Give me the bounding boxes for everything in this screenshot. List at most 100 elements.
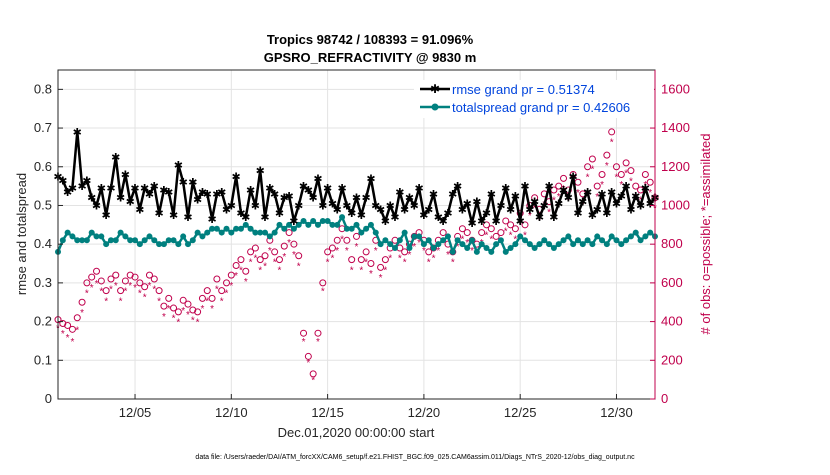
obs-possible-point [160, 302, 168, 310]
totalspread-series-point [204, 229, 211, 236]
rmse-series-point: ✱ [593, 204, 602, 216]
obs-assimilated-point: * [80, 308, 84, 319]
rmse-series-point: ✱ [607, 187, 616, 199]
obs-possible-point [285, 229, 293, 237]
totalspread-series-point [343, 225, 350, 232]
obs-assimilated-point: * [615, 172, 619, 183]
obs-possible-point [622, 159, 630, 167]
totalspread-series-point [406, 245, 413, 252]
right-axis-ticks: 0 200 400 600 800 1000 1200 1400 1600 [650, 70, 690, 406]
rmse-series-point: ✱ [87, 193, 96, 205]
obs-assimilated-point: * [268, 246, 272, 257]
obs-assimilated-point: * [61, 329, 65, 340]
rmse-series-point: ✱ [145, 189, 154, 201]
legend-spread-label: totalspread grand pr = 0.42606 [452, 100, 630, 115]
obs-assimilated-point: * [566, 196, 570, 207]
obs-assimilated-point: * [220, 296, 224, 307]
left-tick-label: 0.3 [34, 275, 52, 290]
obs-assimilated-point: * [427, 258, 431, 269]
right-tick-label: 800 [661, 236, 683, 251]
obs-assimilated-point: * [306, 358, 310, 369]
totalspread-series-point [579, 241, 586, 248]
right-tick-label: 1200 [661, 159, 690, 174]
totalspread-series-point [329, 221, 336, 228]
rmse-series-point: ✱ [241, 212, 250, 224]
totalspread-series-point [478, 241, 485, 248]
totalspread-series-point [507, 245, 514, 252]
totalspread-series-point [411, 233, 418, 240]
rmse-series-point: ✱ [304, 185, 313, 197]
obs-assimilated-point: * [225, 289, 229, 300]
rmse-series-point: ✱ [463, 199, 472, 211]
obs-possible-point [497, 229, 505, 237]
rmse-series-point: ✱ [198, 187, 207, 199]
totalspread-series-point [160, 241, 167, 248]
obs-assimilated-point: * [586, 172, 590, 183]
totalspread-series-point [536, 241, 543, 248]
obs-possible-point [179, 296, 187, 304]
obs-possible-point [425, 248, 433, 256]
totalspread-series-point [367, 221, 374, 228]
totalspread-series-point [233, 225, 240, 232]
rmse-series-point: ✱ [58, 175, 67, 187]
totalspread-series-point [555, 241, 562, 248]
rmse-series-point: ✱ [573, 208, 582, 220]
obs-assimilated-point: * [557, 192, 561, 203]
rmse-series-point: ✱ [333, 204, 342, 216]
rmse-series-point: ✱ [207, 214, 216, 226]
totalspread-series-point [594, 233, 601, 240]
rmse-series-point: ✱ [116, 193, 125, 205]
rmse-series-point: ✱ [179, 177, 188, 189]
totalspread-series-point [189, 237, 196, 244]
totalspread-series-point [632, 229, 639, 236]
rmse-series-point: ✱ [386, 200, 395, 212]
obs-assimilated-point: * [326, 258, 330, 269]
rmse-series-point: ✱ [337, 183, 346, 195]
obs-assimilated-point: * [119, 296, 123, 307]
obs-possible-point [511, 225, 519, 233]
obs-possible-point [203, 287, 211, 295]
rmse-series-point: ✱ [646, 199, 655, 211]
rmse-series-point: ✱ [569, 171, 578, 183]
obs-assimilated-point: * [191, 316, 195, 327]
totalspread-series-point [74, 237, 81, 244]
rmse-series-point: ✱ [357, 210, 366, 222]
rmse-series-point: ✱ [309, 193, 318, 205]
obs-possible-point [242, 267, 250, 275]
obs-assimilated-point: * [143, 292, 147, 303]
totalspread-series-point [454, 237, 461, 244]
totalspread-series-point [382, 237, 389, 244]
rmse-series-point: ✱ [622, 181, 631, 193]
obs-assimilated-point: * [422, 246, 426, 257]
obs-assimilated-point: * [518, 219, 522, 230]
obs-assimilated-point: * [643, 180, 647, 191]
obs-possible-point [78, 298, 86, 306]
totalspread-series-point [449, 248, 456, 255]
totalspread-series-point [363, 225, 370, 232]
obs-possible-point [112, 271, 120, 279]
totalspread-series-point [170, 237, 177, 244]
obs-possible-point [280, 242, 288, 250]
obs-possible-point [251, 244, 259, 252]
obs-assimilated-point: * [533, 203, 537, 214]
obs-possible-point [141, 283, 149, 291]
totalspread-series-point [180, 233, 187, 240]
obs-assimilated-point: * [417, 238, 421, 249]
rmse-series-point: ✱ [626, 204, 635, 216]
obs-assimilated-point: * [278, 265, 282, 276]
rmse-series-point: ✱ [540, 200, 549, 212]
rmse-series-point: ✱ [641, 183, 650, 195]
right-tick-label: 400 [661, 314, 683, 329]
totalspread-series-point [310, 217, 317, 224]
totalspread-series-point [618, 241, 625, 248]
obs-possible-point [641, 171, 649, 179]
obs-possible-point [353, 232, 360, 240]
obs-possible-point [584, 163, 592, 171]
rmse-series-point: ✱ [410, 200, 419, 212]
left-axis-label: rmse and totalspread [14, 173, 29, 295]
obs-assimilated-point: * [316, 337, 320, 348]
obs-possible-point [117, 287, 125, 295]
obs-assimilated-point: * [85, 289, 89, 300]
obs-assimilated-point: * [70, 337, 74, 348]
obs-possible-point [463, 229, 471, 237]
